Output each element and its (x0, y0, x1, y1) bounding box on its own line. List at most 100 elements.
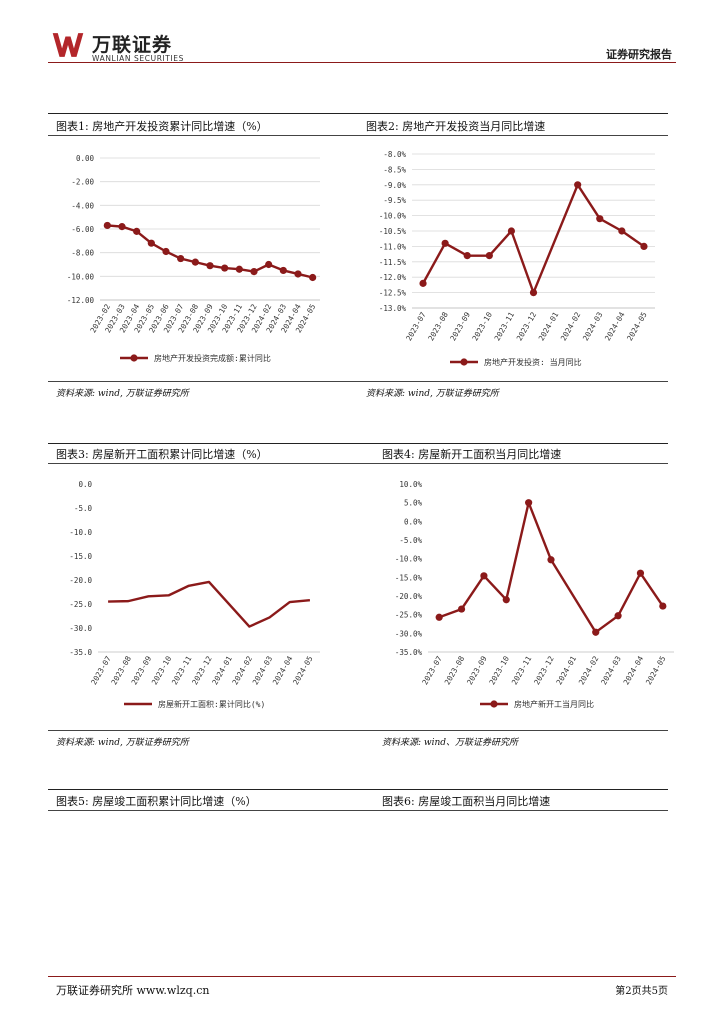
y-tick-label: -12.0% (379, 273, 407, 282)
legend: 房屋新开工面积:累计同比(%) (124, 699, 265, 709)
legend-swatch-marker (130, 354, 138, 362)
data-point (435, 613, 443, 621)
fig5-title: 图表5: 房屋竣工面积累计同比增速（%） (56, 795, 257, 808)
x-tick-label: 2023-10 (470, 310, 494, 342)
fig-row1-top-rule (48, 113, 668, 114)
data-point (177, 254, 185, 263)
y-tick-label: -35.0% (395, 648, 423, 657)
x-tick-label: 2024-02 (577, 655, 601, 687)
y-tick-label: -10.0% (395, 555, 423, 564)
y-tick-label: -15.0 (69, 552, 92, 561)
fig1-source: 资料来源: wind, 万联证券研究所 (56, 389, 189, 399)
x-tick-label: 2024-01 (537, 311, 561, 343)
x-tick-label: 2024-05 (644, 655, 668, 687)
y-tick-label: -25.0% (395, 611, 423, 620)
x-tick-label: 2024-04 (622, 654, 646, 686)
chart-fig4: 10.0% 5.0% 0.0% -5.0% -10.0% -15.0% -20.0% -25.… (395, 480, 674, 709)
y-tick-label: -6.00 (71, 225, 94, 234)
data-point (206, 262, 214, 270)
logo-text-cn: 万联证券 (92, 34, 173, 56)
fig1-title: 图表1: 房地产开发投资累计同比增速（%） (56, 120, 268, 133)
x-tick-label: 2024-03 (599, 655, 623, 687)
y-tick-label: -35.0 (69, 648, 92, 657)
data-point (463, 252, 471, 260)
y-tick-label: -9.5% (383, 196, 406, 205)
wanlian-logo-icon (52, 33, 84, 57)
data-point (235, 265, 243, 273)
fig4-source: 资料来源: wind、万联证券研究所 (382, 738, 519, 748)
y-tick-label: -5.0% (399, 536, 422, 545)
fig3-source: 资料来源: wind, 万联证券研究所 (56, 738, 189, 748)
data-point (502, 596, 510, 604)
x-tick-label: 2024-04 (603, 310, 627, 342)
fig4-title: 图表4: 房屋新开工面积当月同比增速 (382, 448, 562, 461)
legend-label: 房地产开发投资: 当月同比 (484, 357, 582, 367)
logo-text-en: WANLIAN SECURITIES (92, 54, 185, 63)
fig-row2-top-rule (48, 443, 668, 444)
chart-fig3: 0.0 -5.0 -10.0 -15.0 -20.0 -25.0 -30.0 -35.0 202… (69, 480, 320, 709)
y-tick-label: -12.5% (379, 289, 407, 298)
data-point (592, 628, 600, 636)
data-point (118, 223, 126, 231)
y-tick-label: 5.0% (404, 499, 423, 508)
chart-fig1: 0.00-2.00-4.00-6.00-8.00-10.00-12.002023… (67, 154, 320, 363)
data-point (614, 612, 622, 620)
x-tick-label: 2024-01 (554, 655, 578, 687)
data-point (507, 227, 516, 235)
legend-label: 房地产开发投资完成额:累计同比 (154, 353, 271, 363)
y-tick-label: -25.0 (69, 600, 92, 609)
data-point (419, 279, 427, 287)
data-point (441, 239, 449, 247)
y-tick-label: -30.0% (395, 629, 423, 638)
data-point (103, 221, 111, 230)
data-point (485, 252, 493, 260)
x-tick-label: 2023-11 (510, 655, 534, 687)
data-point (133, 227, 141, 235)
fig2-source: 资料来源: wind, 万联证券研究所 (366, 389, 499, 399)
y-tick-label: -10.00 (67, 272, 95, 281)
fig3-title: 图表3: 房屋新开工面积累计同比增速（%） (56, 448, 268, 461)
y-tick-label: -11.5% (379, 258, 407, 267)
fig2-title: 图表2: 房地产开发投资当月同比增速 (366, 120, 546, 133)
header-divider (48, 62, 676, 63)
fig-row1-sub-rule (48, 135, 668, 136)
data-point (250, 268, 258, 276)
data-point (529, 289, 538, 297)
series-line (438, 501, 664, 634)
report-type-label: 证券研究报告 (606, 48, 672, 61)
footer-divider (48, 976, 676, 977)
x-tick-label: 2024-05 (291, 655, 315, 687)
data-point (162, 247, 170, 256)
footer-site: 万联证券研究所 www.wlzq.cn (56, 984, 210, 997)
series-line (421, 183, 645, 294)
data-point (640, 242, 648, 250)
data-point (618, 227, 626, 235)
data-point (480, 572, 488, 580)
data-point (457, 605, 466, 613)
x-tick-label: 2023-12 (532, 655, 556, 687)
data-point (265, 260, 273, 269)
x-tick-label: 2024-05 (625, 311, 649, 343)
x-tick-label: 2023-08 (443, 654, 467, 686)
fig-row3-top-rule (48, 789, 668, 790)
y-tick-label: -4.00 (71, 201, 94, 210)
x-tick-label: 2023-08 (426, 310, 450, 342)
y-tick-label: -11.0% (379, 242, 407, 251)
legend-swatch-marker (490, 700, 498, 708)
y-tick-label: -12.00 (67, 296, 95, 305)
data-point (294, 270, 302, 278)
y-tick-label: -13.0% (379, 304, 407, 313)
data-point (547, 556, 555, 564)
data-point (659, 602, 667, 610)
y-tick-label: -20.0% (395, 592, 423, 601)
fig-row2-sub-rule (48, 463, 668, 464)
x-tick-label: 2023-10 (487, 654, 511, 686)
legend-swatch-marker (460, 358, 468, 366)
x-tick-label: 2023-07 (420, 655, 444, 687)
data-point (147, 239, 155, 247)
x-tick-label: 2023-11 (493, 311, 517, 343)
x-tick-label: 2024-03 (581, 311, 605, 343)
x-tick-label: 2024-02 (559, 311, 583, 343)
series-line (108, 580, 311, 628)
legend-label: 房屋新开工面积:累计同比(%) (158, 699, 265, 709)
